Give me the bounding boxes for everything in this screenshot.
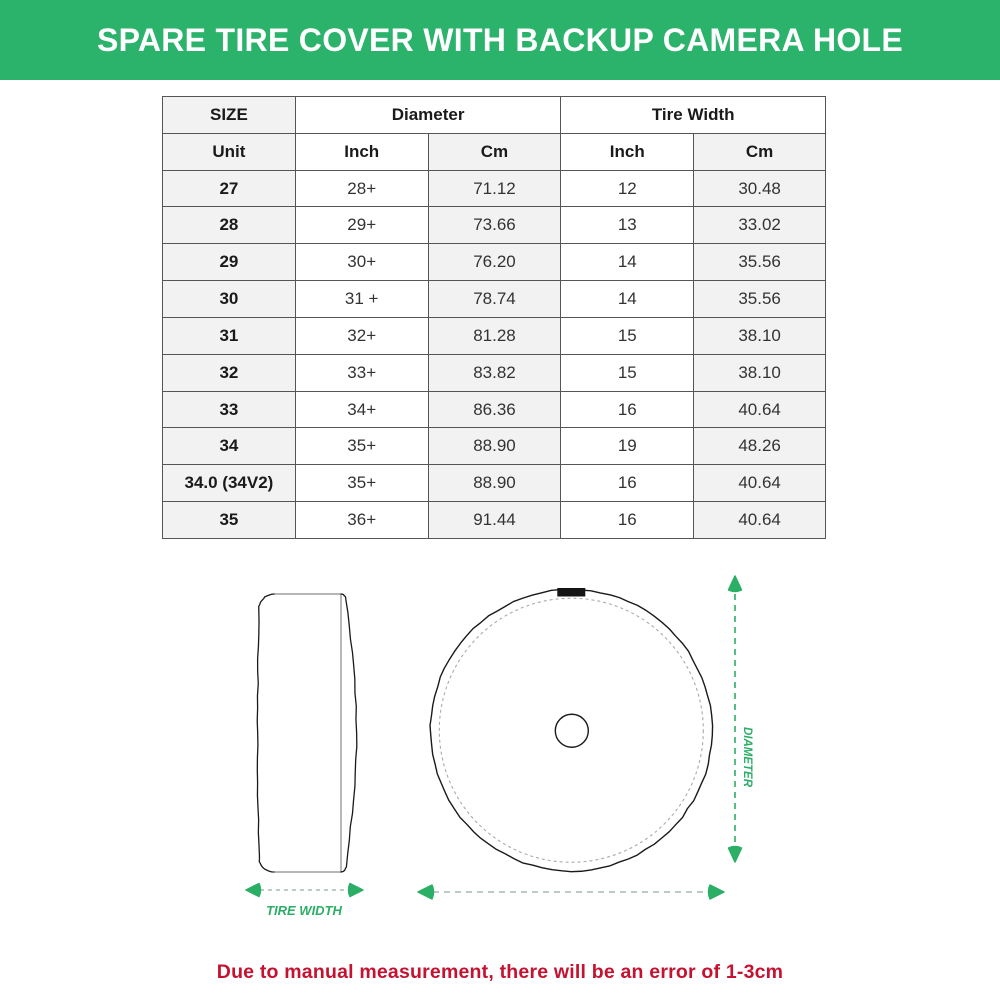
svg-text:DIAMETER: DIAMETER — [741, 727, 753, 788]
svg-text:TIRE WIDTH: TIRE WIDTH — [266, 903, 342, 918]
